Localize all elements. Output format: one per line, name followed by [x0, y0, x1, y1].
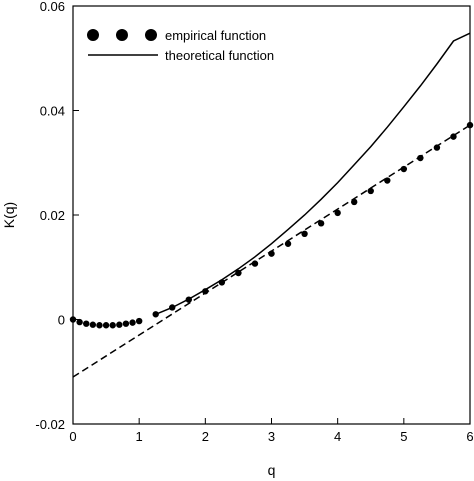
empirical-point: [109, 322, 116, 329]
x-tick-label: 4: [334, 429, 341, 444]
y-tick-label: 0: [58, 313, 65, 328]
x-tick-label: 6: [466, 429, 473, 444]
empirical-point: [235, 269, 242, 277]
empirical-point: [433, 144, 441, 151]
x-tick-label: 2: [202, 429, 209, 444]
legend-marker: [116, 29, 128, 41]
empirical-point: [218, 279, 226, 286]
empirical-point: [122, 320, 130, 327]
empirical-point: [129, 319, 136, 326]
theoretical-line: [155, 32, 471, 315]
plot-frame: [72, 5, 471, 425]
empirical-point: [301, 230, 308, 238]
empirical-point: [450, 133, 457, 140]
y-axis-label: K(q): [1, 202, 17, 228]
empirical-point: [417, 154, 424, 162]
axis-ticks: 0 1 2 3 4 5 6 -0.02 0 0.02 0.04 0.06: [35, 0, 473, 444]
empirical-point: [135, 317, 143, 325]
empirical-point: [76, 318, 83, 326]
empirical-point: [96, 322, 103, 329]
legend-marker: [87, 29, 99, 41]
empirical-point: [185, 296, 192, 303]
empirical-point: [102, 322, 110, 329]
y-tick-label: 0.04: [40, 104, 65, 119]
legend: empirical function theoretical function: [87, 28, 274, 63]
y-tick-label: -0.02: [35, 417, 65, 432]
legend-label-empirical: empirical function: [165, 28, 266, 43]
empirical-point: [351, 198, 358, 206]
x-tick-label: 3: [268, 429, 275, 444]
empirical-point: [152, 311, 159, 318]
y-tick-label: 0.02: [40, 208, 65, 223]
empirical-point: [202, 288, 209, 295]
legend-label-theoretical: theoretical function: [165, 48, 274, 63]
empirical-point: [251, 260, 259, 267]
x-axis-label: q: [268, 462, 276, 478]
empirical-markers: [69, 121, 474, 329]
empirical-point: [334, 209, 341, 217]
empirical-point: [284, 240, 292, 247]
x-tick-label: 0: [69, 429, 76, 444]
x-tick-label: 1: [136, 429, 143, 444]
empirical-point: [367, 187, 374, 195]
empirical-point: [268, 250, 275, 257]
empirical-point: [169, 304, 176, 311]
empirical-point: [83, 320, 90, 327]
y-tick-label: 0.06: [40, 0, 65, 14]
empirical-point: [89, 321, 97, 328]
empirical-point: [384, 177, 391, 184]
empirical-point: [116, 321, 123, 328]
x-tick-label: 5: [400, 429, 407, 444]
empirical-point: [317, 220, 325, 227]
empirical-point: [400, 165, 408, 173]
legend-marker: [145, 29, 157, 41]
